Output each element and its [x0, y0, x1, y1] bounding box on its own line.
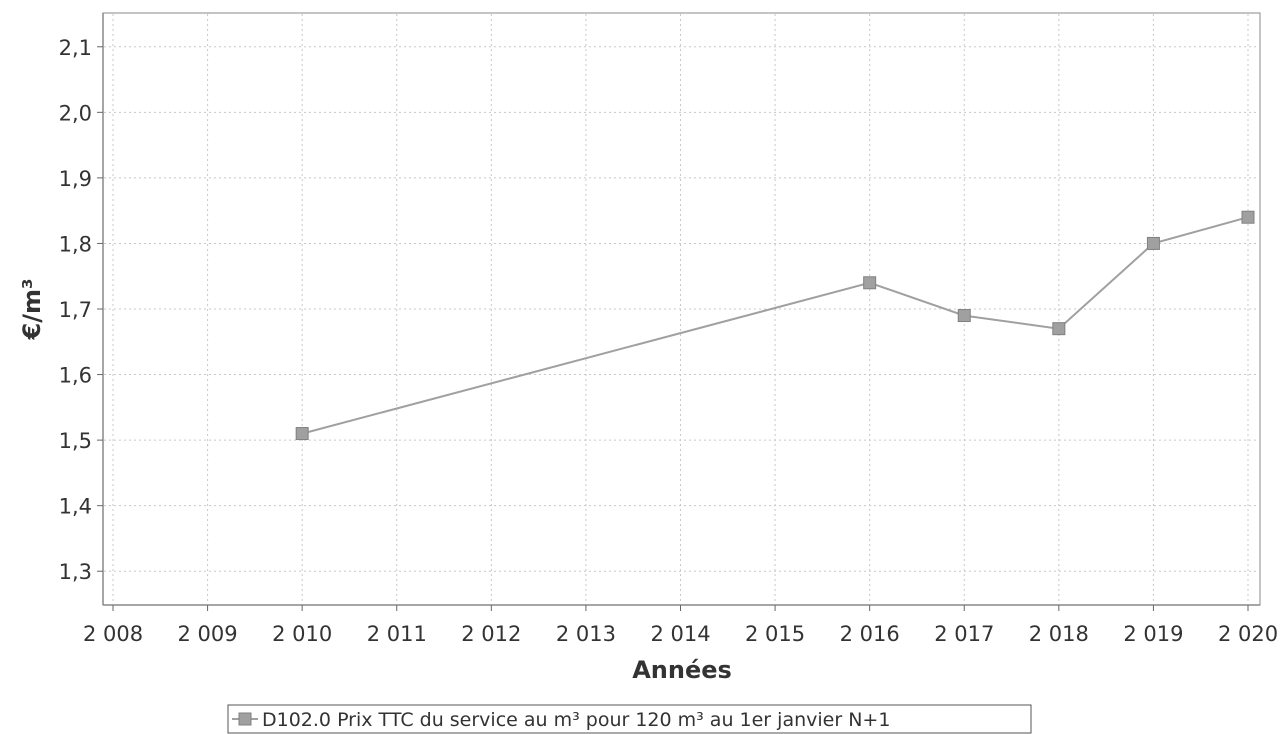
x-tick-label: 2 011	[367, 622, 427, 646]
x-tick-label: 2 009	[178, 622, 238, 646]
data-point	[295, 427, 309, 441]
y-tick-label: 2,1	[59, 36, 92, 60]
y-axis-title: €/m³	[18, 279, 46, 341]
data-point	[863, 276, 877, 290]
y-tick-label: 1,5	[59, 429, 92, 453]
y-tick-label: 1,6	[59, 364, 92, 388]
data-point	[1052, 322, 1066, 336]
legend-label: D102.0 Prix TTC du service au m³ pour 12…	[262, 709, 890, 731]
legend-marker-icon	[238, 712, 252, 726]
grid	[104, 14, 1259, 604]
x-tick-label: 2 008	[83, 622, 143, 646]
x-tick-label: 2 013	[556, 622, 616, 646]
x-tick-label: 2 018	[1029, 622, 1089, 646]
x-tick-label: 2 020	[1218, 622, 1278, 646]
plot-area	[102, 12, 1261, 606]
x-tick-label: 2 019	[1123, 622, 1183, 646]
x-tick-label: 2 014	[650, 622, 710, 646]
y-axis-ticks: 1,3 1,4 1,5 1,6 1,7 1,8 1,9 2,0 2,1	[59, 36, 103, 584]
x-tick-label: 2 015	[745, 622, 805, 646]
y-tick-label: 1,7	[59, 298, 92, 322]
x-tick-label: 2 012	[461, 622, 521, 646]
x-axis-ticks: 2 008 2 009 2 010 2 011 2 012 2 013 2 014 2 015…	[83, 605, 1278, 646]
legend: D102.0 Prix TTC du service au m³ pour 12…	[227, 704, 1032, 734]
data-point	[1241, 210, 1255, 224]
x-tick-label: 2 010	[272, 622, 332, 646]
y-tick-label: 1,4	[59, 495, 92, 519]
data-point	[957, 309, 971, 323]
x-axis-title: Années	[632, 656, 732, 684]
series-line	[301, 216, 1249, 435]
x-tick-label: 2 016	[840, 622, 900, 646]
legend-box	[227, 704, 1032, 734]
series-group	[295, 210, 1255, 441]
y-tick-label: 1,8	[59, 232, 92, 256]
x-tick-label: 2 017	[934, 622, 994, 646]
y-tick-label: 1,3	[59, 560, 92, 584]
y-tick-label: 1,9	[59, 167, 92, 191]
data-point	[1146, 236, 1160, 250]
y-tick-label: 2,0	[59, 101, 92, 125]
